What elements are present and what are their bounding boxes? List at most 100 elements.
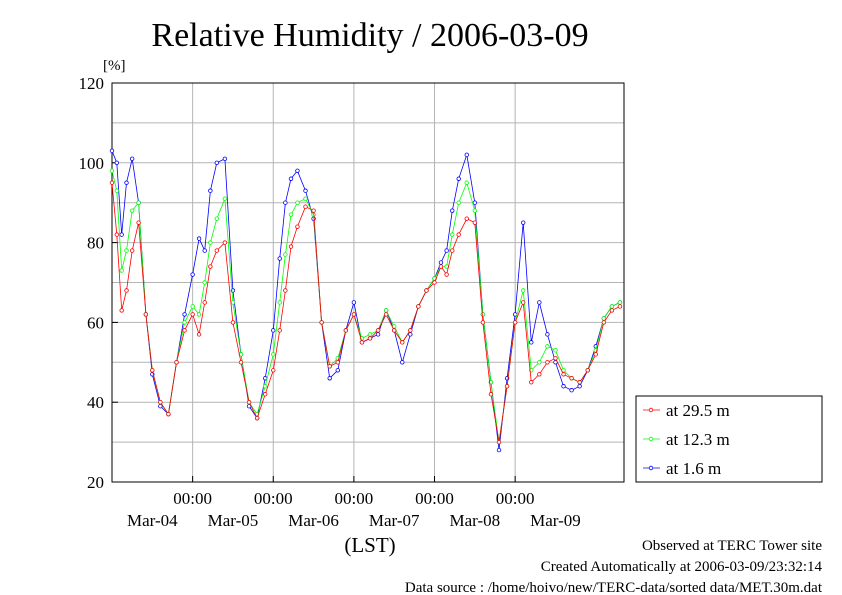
data-point: [472, 200, 478, 205]
legend: [635, 395, 823, 483]
legend-label: at 12.3 m: [666, 430, 730, 449]
data-point: [109, 168, 115, 173]
data-point: [319, 320, 324, 325]
series-line: [111, 182, 621, 443]
data-point: [529, 380, 534, 385]
x-date-label: Mar-07: [369, 511, 420, 530]
data-point: [288, 176, 294, 181]
data-point: [246, 400, 252, 405]
data-point: [222, 240, 228, 245]
data-point: [129, 208, 135, 213]
data-point: [190, 272, 195, 277]
data-point: [601, 316, 607, 321]
data-point: [609, 304, 615, 309]
x-time-label: 00:00: [496, 489, 535, 508]
data-point: [277, 256, 282, 261]
x-date-label: Mar-08: [450, 511, 501, 530]
data-point: [577, 384, 582, 389]
data-point: [166, 411, 171, 417]
data-point: [109, 180, 115, 185]
data-point: [472, 220, 478, 225]
data-point: [283, 200, 288, 205]
data-point: [537, 360, 542, 365]
data-point: [277, 328, 282, 333]
x-time-label: 00:00: [173, 489, 212, 508]
data-point: [569, 376, 574, 381]
data-point: [182, 312, 187, 317]
data-point: [295, 168, 300, 173]
data-point: [129, 156, 135, 162]
data-point: [561, 384, 566, 389]
data-point: [230, 320, 236, 325]
data-point: [327, 376, 332, 381]
data-point: [529, 340, 534, 345]
data-point: [254, 415, 260, 421]
data-point: [283, 288, 288, 293]
data-point: [174, 360, 179, 365]
data-point: [202, 300, 207, 305]
data-point: [496, 447, 502, 453]
data-point: [129, 248, 135, 253]
data-point: [124, 248, 129, 253]
data-point: [545, 360, 550, 365]
data-point: [351, 312, 357, 317]
data-point: [456, 232, 461, 237]
x-axis: 00:00 00:00 00:00 00:00 00:00 Mar-04 Mar-05 Mar…: [127, 476, 581, 530]
data-point: [230, 300, 236, 305]
data-point: [464, 152, 469, 158]
footer-site: Observed at TERC Tower site: [642, 538, 822, 554]
data-point: [208, 264, 213, 269]
data-point: [222, 196, 228, 201]
data-point: [190, 312, 195, 317]
data-point: [512, 320, 518, 325]
data-point: [303, 188, 308, 193]
y-axis: 20 40 60 80 100 120: [79, 74, 118, 492]
chart-title: Relative Humidity / 2006-03-09: [151, 17, 588, 54]
data-point: [136, 200, 141, 205]
series-layer: [109, 148, 623, 453]
data-point: [577, 380, 582, 385]
data-point: [271, 368, 276, 373]
data-point: [585, 368, 590, 373]
legend-marker: [648, 436, 654, 442]
data-point: [238, 360, 244, 365]
data-point: [351, 300, 357, 305]
data-point: [488, 392, 494, 397]
data-point: [271, 352, 276, 357]
data-point: [383, 312, 389, 317]
data-point: [222, 156, 228, 162]
data-point: [196, 236, 202, 241]
data-point: [214, 248, 220, 253]
data-point: [343, 328, 349, 333]
data-point: [114, 232, 120, 237]
data-point: [335, 368, 340, 373]
data-point: [450, 208, 455, 213]
data-point: [262, 376, 268, 381]
data-point: [444, 272, 449, 277]
data-point: [202, 280, 207, 285]
data-point: [303, 204, 308, 209]
data-point: [202, 248, 207, 253]
data-point: [553, 356, 558, 361]
data-point: [537, 300, 542, 305]
data-point: [182, 320, 187, 325]
legend-marker: [648, 407, 654, 413]
y-axis-unit: [%]: [103, 58, 126, 74]
legend-label: at 29.5 m: [666, 401, 730, 420]
data-point: [504, 384, 510, 389]
x-date-label: Mar-04: [127, 511, 178, 530]
x-date-label: Mar-05: [208, 511, 259, 530]
data-point: [271, 328, 276, 333]
data-point: [136, 220, 141, 225]
data-point: [196, 332, 202, 337]
data-point: [464, 216, 469, 221]
data-point: [400, 340, 405, 345]
x-date-label: Mar-09: [530, 511, 581, 530]
data-point: [196, 312, 202, 317]
legend-label: at 1.6 m: [666, 459, 721, 478]
data-point: [408, 328, 413, 333]
series-at-1-6-m: [109, 148, 623, 453]
data-point: [283, 252, 288, 257]
data-point: [392, 328, 397, 333]
